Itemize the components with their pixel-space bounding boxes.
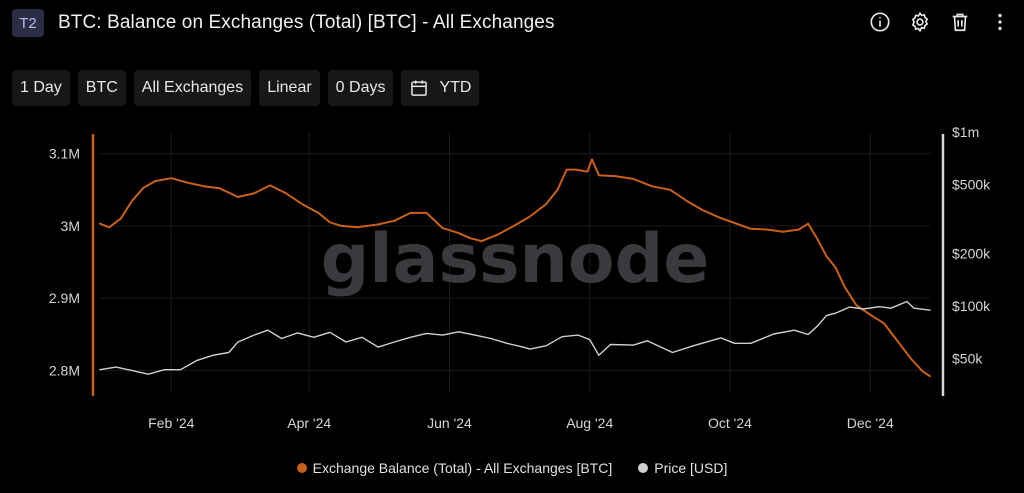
legend-price-swatch — [638, 463, 649, 473]
info-icon[interactable] — [868, 10, 892, 34]
legend-item-balance[interactable]: Exchange Balance (Total) - All Exchanges… — [296, 460, 613, 476]
calendar-icon — [411, 80, 428, 96]
x-tick-label: Feb '24 — [148, 415, 194, 431]
series-line-price[interactable] — [99, 300, 931, 375]
chart-area[interactable]: glassnode 3.1M 3M 2.9M 2.8M $1m $500k $200k $10… — [0, 120, 1024, 452]
y-left-tick-label: 2.8M — [49, 362, 80, 378]
x-tick-label: Jun '24 — [427, 415, 472, 431]
chart-toolbar: 1 Day BTC All Exchanges Linear 0 Days YT… — [12, 70, 480, 106]
y-right-tick-label: $1m — [952, 124, 979, 140]
y-left-tick-label: 2.9M — [49, 290, 80, 306]
trash-icon[interactable] — [948, 10, 972, 34]
y-right-tick-label: $100k — [952, 298, 991, 314]
y-right-tick-label: $500k — [952, 176, 991, 192]
date-range-label: YTD — [439, 79, 472, 96]
resolution-selector[interactable]: 1 Day — [12, 70, 70, 106]
x-tick-label: Apr '24 — [287, 415, 331, 431]
x-tick-label: Aug '24 — [566, 415, 613, 431]
date-range-selector[interactable]: YTD — [401, 70, 480, 106]
asset-selector[interactable]: BTC — [77, 70, 126, 106]
legend-balance-swatch — [296, 463, 307, 473]
moving-average-selector[interactable]: 0 Days — [327, 70, 394, 106]
y-left-tick-label: 3.1M — [49, 146, 80, 162]
gear-icon[interactable] — [908, 10, 932, 34]
exchange-selector[interactable]: All Exchanges — [133, 70, 252, 106]
header-actions — [868, 10, 1012, 34]
more-vertical-icon[interactable] — [988, 10, 1012, 34]
chart-header: T2 BTC: Balance on Exchanges (Total) [BT… — [12, 8, 1012, 38]
y-left-tick-label: 3M — [61, 218, 80, 234]
x-tick-label: Oct '24 — [708, 415, 752, 431]
scale-selector[interactable]: Linear — [259, 70, 320, 106]
legend-price-label: Price [USD] — [654, 460, 728, 476]
chart-title: BTC: Balance on Exchanges (Total) [BTC] … — [58, 12, 555, 33]
watermark: glassnode — [321, 220, 710, 299]
legend-item-price[interactable]: Price [USD] — [638, 460, 727, 476]
y-right-tick-label: $50k — [952, 350, 983, 366]
x-tick-label: Dec '24 — [847, 415, 894, 431]
tier-badge: T2 — [12, 9, 44, 37]
chart-legend: Exchange Balance (Total) - All Exchanges… — [0, 460, 1024, 476]
legend-balance-label: Exchange Balance (Total) - All Exchanges… — [312, 460, 613, 476]
y-right-tick-label: $200k — [952, 246, 991, 262]
series-line-balance[interactable] — [99, 158, 931, 378]
